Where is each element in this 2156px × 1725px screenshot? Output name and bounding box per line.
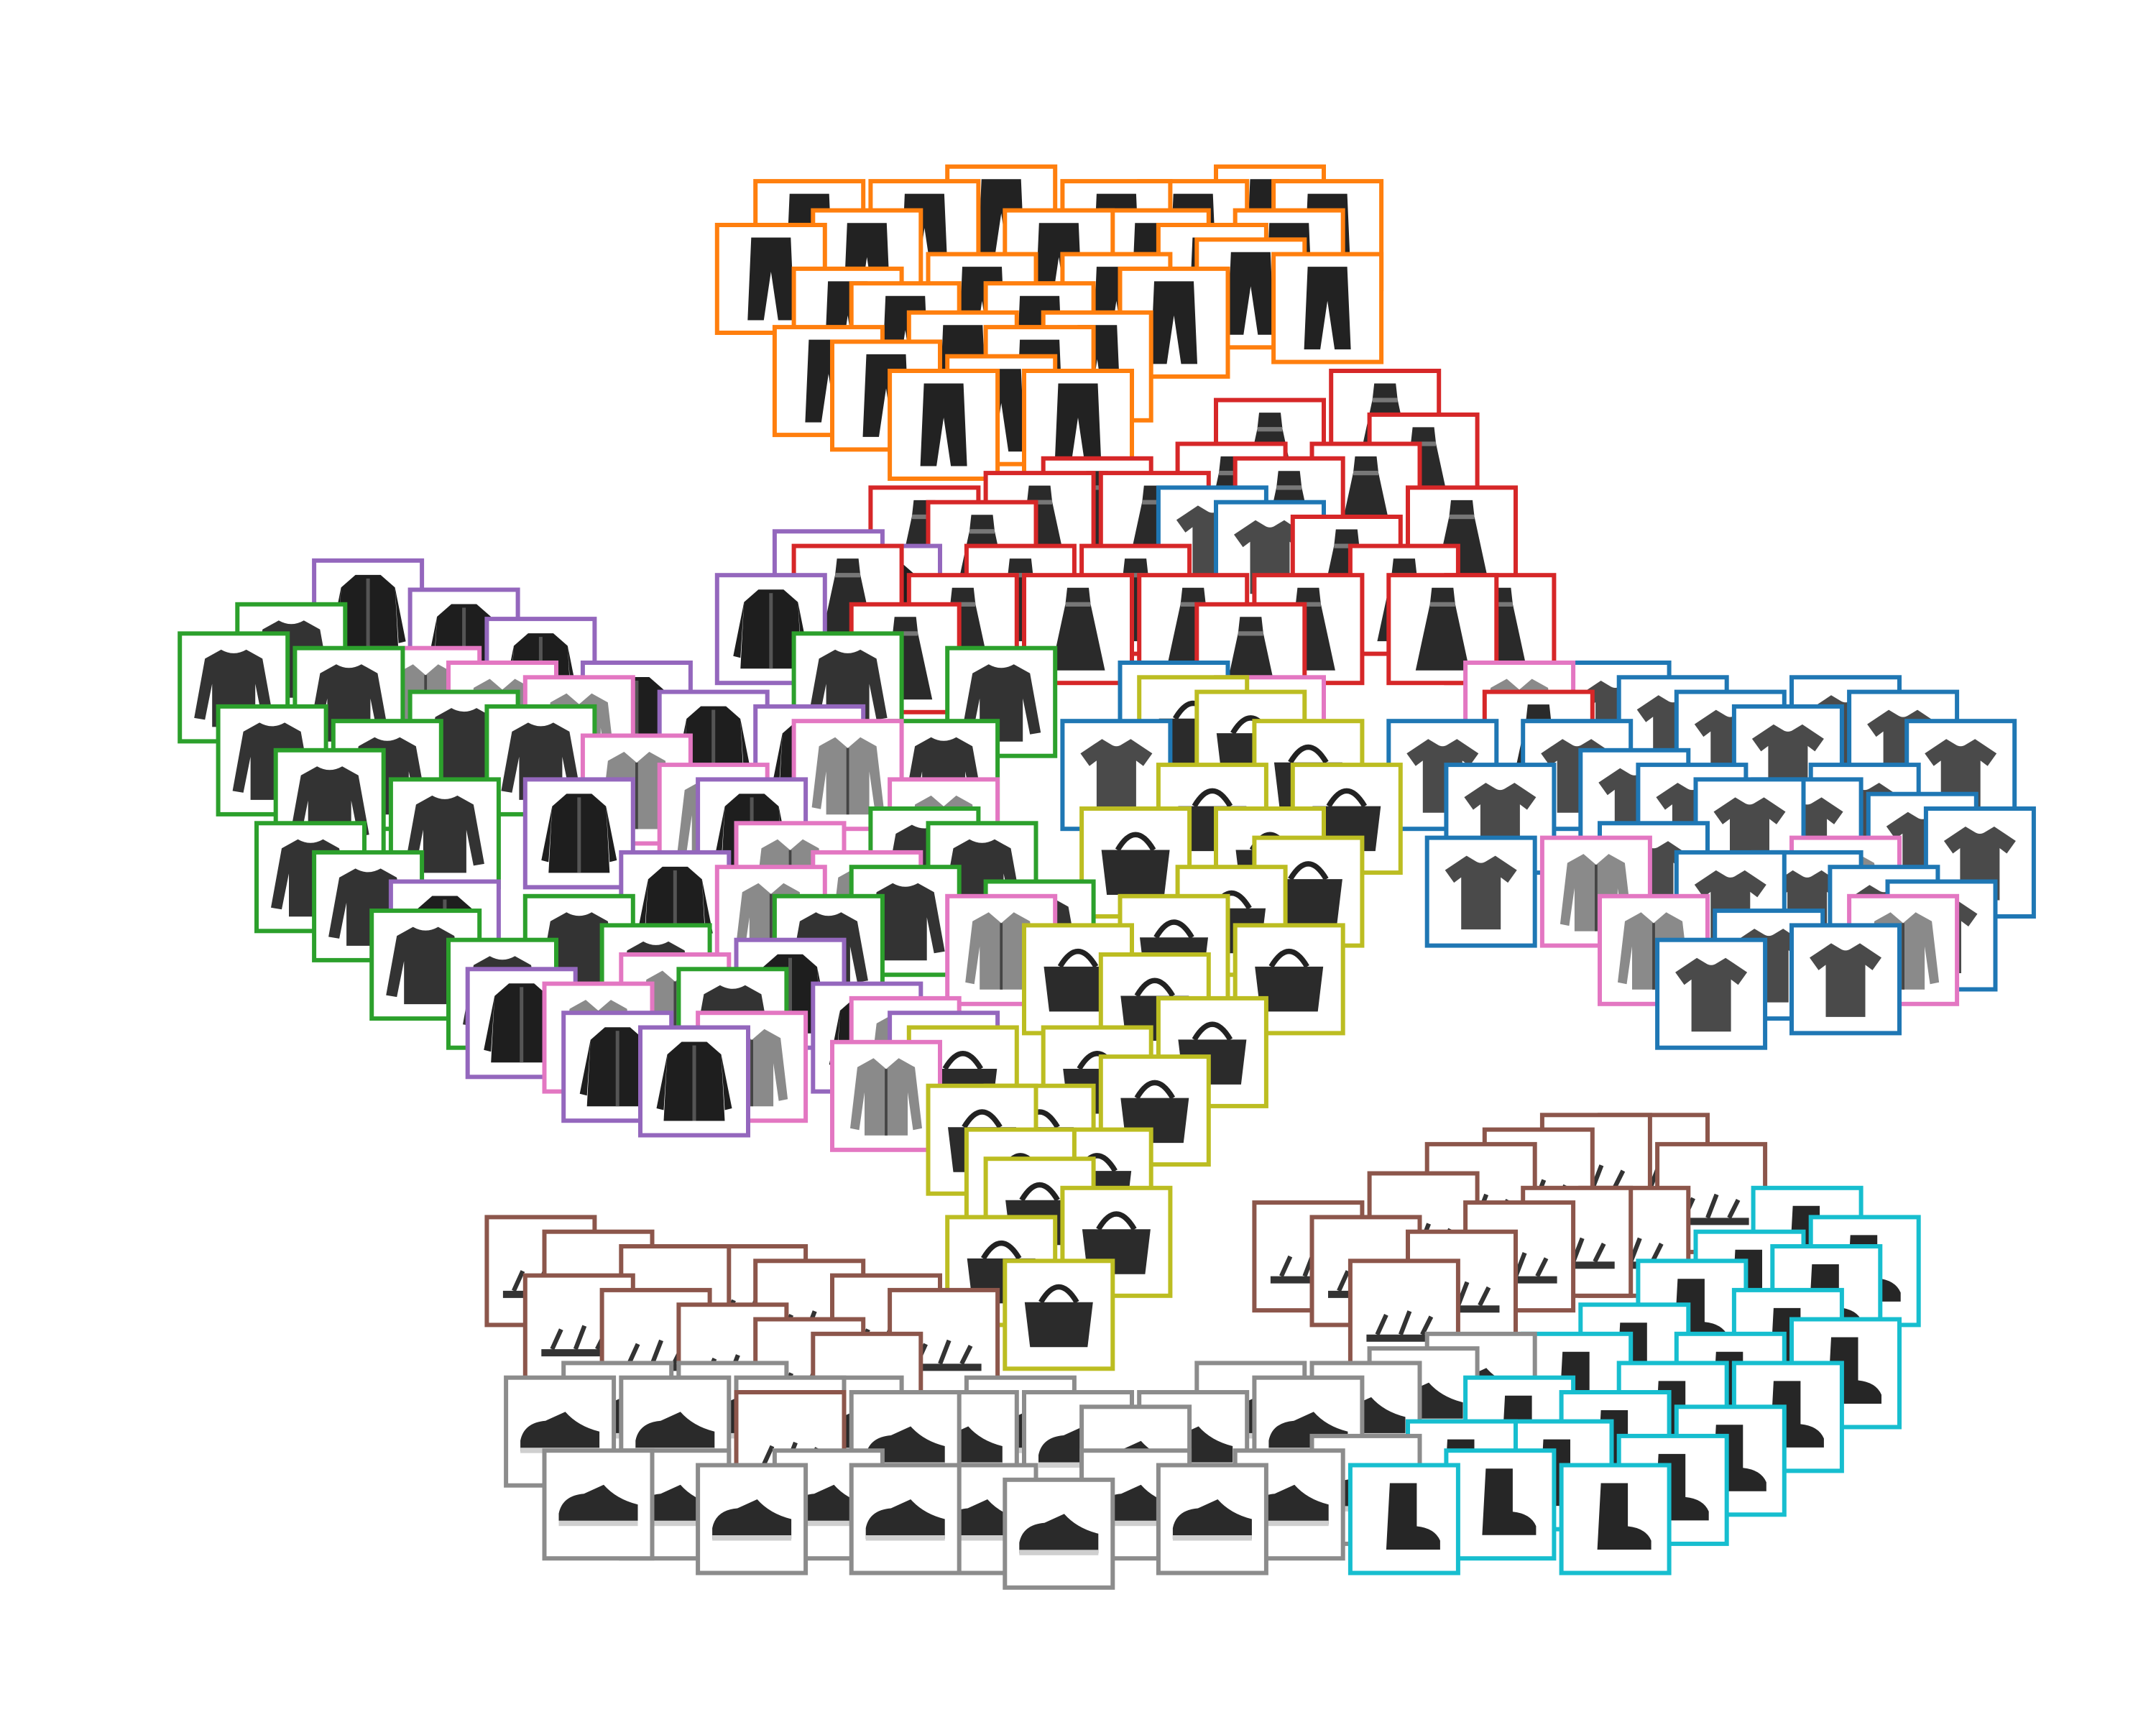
shirt-thumbnail [830, 1039, 942, 1152]
tshirt-thumbnail [1655, 937, 1768, 1050]
bag-thumbnail [1098, 1054, 1211, 1167]
ankle-boot-thumbnail [1348, 1463, 1460, 1576]
coat-thumbnail [522, 777, 635, 890]
bag-thumbnail [1156, 995, 1268, 1108]
trouser-thumbnail [1271, 252, 1384, 364]
sneaker-thumbnail [1003, 1477, 1115, 1590]
ankle-boot-thumbnail [1444, 1448, 1557, 1561]
trouser-thumbnail [888, 369, 1000, 481]
coat-thumbnail [638, 1025, 750, 1138]
ankle-boot-thumbnail [1559, 1463, 1672, 1576]
sneaker-thumbnail [542, 1448, 655, 1561]
thumbnail-layer [178, 164, 2036, 1590]
bag-thumbnail [1003, 1259, 1115, 1371]
sneaker-thumbnail [696, 1463, 808, 1576]
tshirt-thumbnail [1424, 835, 1537, 948]
shirt-thumbnail [1539, 835, 1652, 948]
tshirt-thumbnail [1789, 923, 1902, 1036]
sneaker-thumbnail [1156, 1463, 1268, 1576]
sneaker-thumbnail [849, 1463, 962, 1576]
